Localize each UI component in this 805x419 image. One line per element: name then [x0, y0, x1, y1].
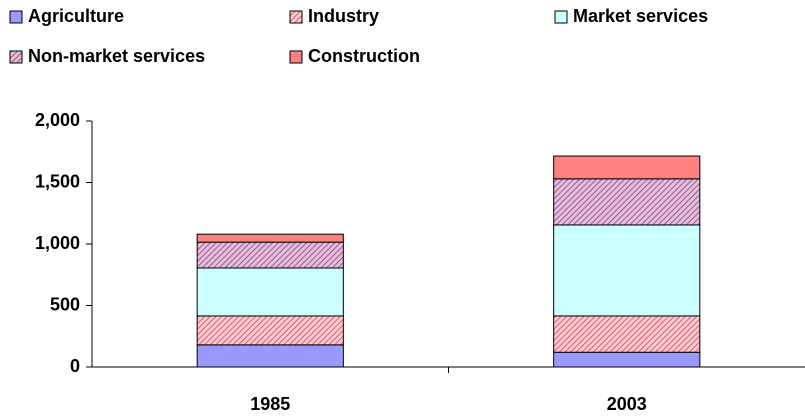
legend-swatch: [289, 50, 303, 64]
bar-segment: [553, 351, 701, 368]
x-tick-label: 1985: [250, 394, 290, 414]
legend-label: Non-market services: [28, 46, 205, 66]
legend-label: Market services: [573, 6, 708, 26]
y-tick-label: 0: [70, 356, 80, 376]
bar-segment: [553, 178, 701, 226]
bar-segment: [553, 155, 701, 180]
legend-swatch: [289, 10, 303, 24]
y-tick-label: 1,000: [35, 233, 80, 253]
x-tick-label: 2003: [607, 394, 647, 414]
bar-segment: [553, 224, 701, 317]
legend-swatch: [9, 50, 23, 64]
legend-swatch: [554, 10, 568, 24]
legend-label: Industry: [308, 6, 379, 26]
bar-segment: [196, 315, 344, 346]
y-tick-label: 2,000: [35, 110, 80, 130]
bar-segment: [196, 233, 344, 243]
legend-swatch: [9, 10, 23, 24]
bar-segment: [553, 315, 701, 353]
y-tick-label: 500: [50, 294, 80, 314]
legend-label: Agriculture: [28, 6, 124, 26]
legend-label: Construction: [308, 46, 420, 66]
bar-segment: [196, 267, 344, 317]
bar-segment: [196, 344, 344, 368]
y-tick-label: 1,500: [35, 171, 80, 191]
bar-segment: [196, 241, 344, 269]
